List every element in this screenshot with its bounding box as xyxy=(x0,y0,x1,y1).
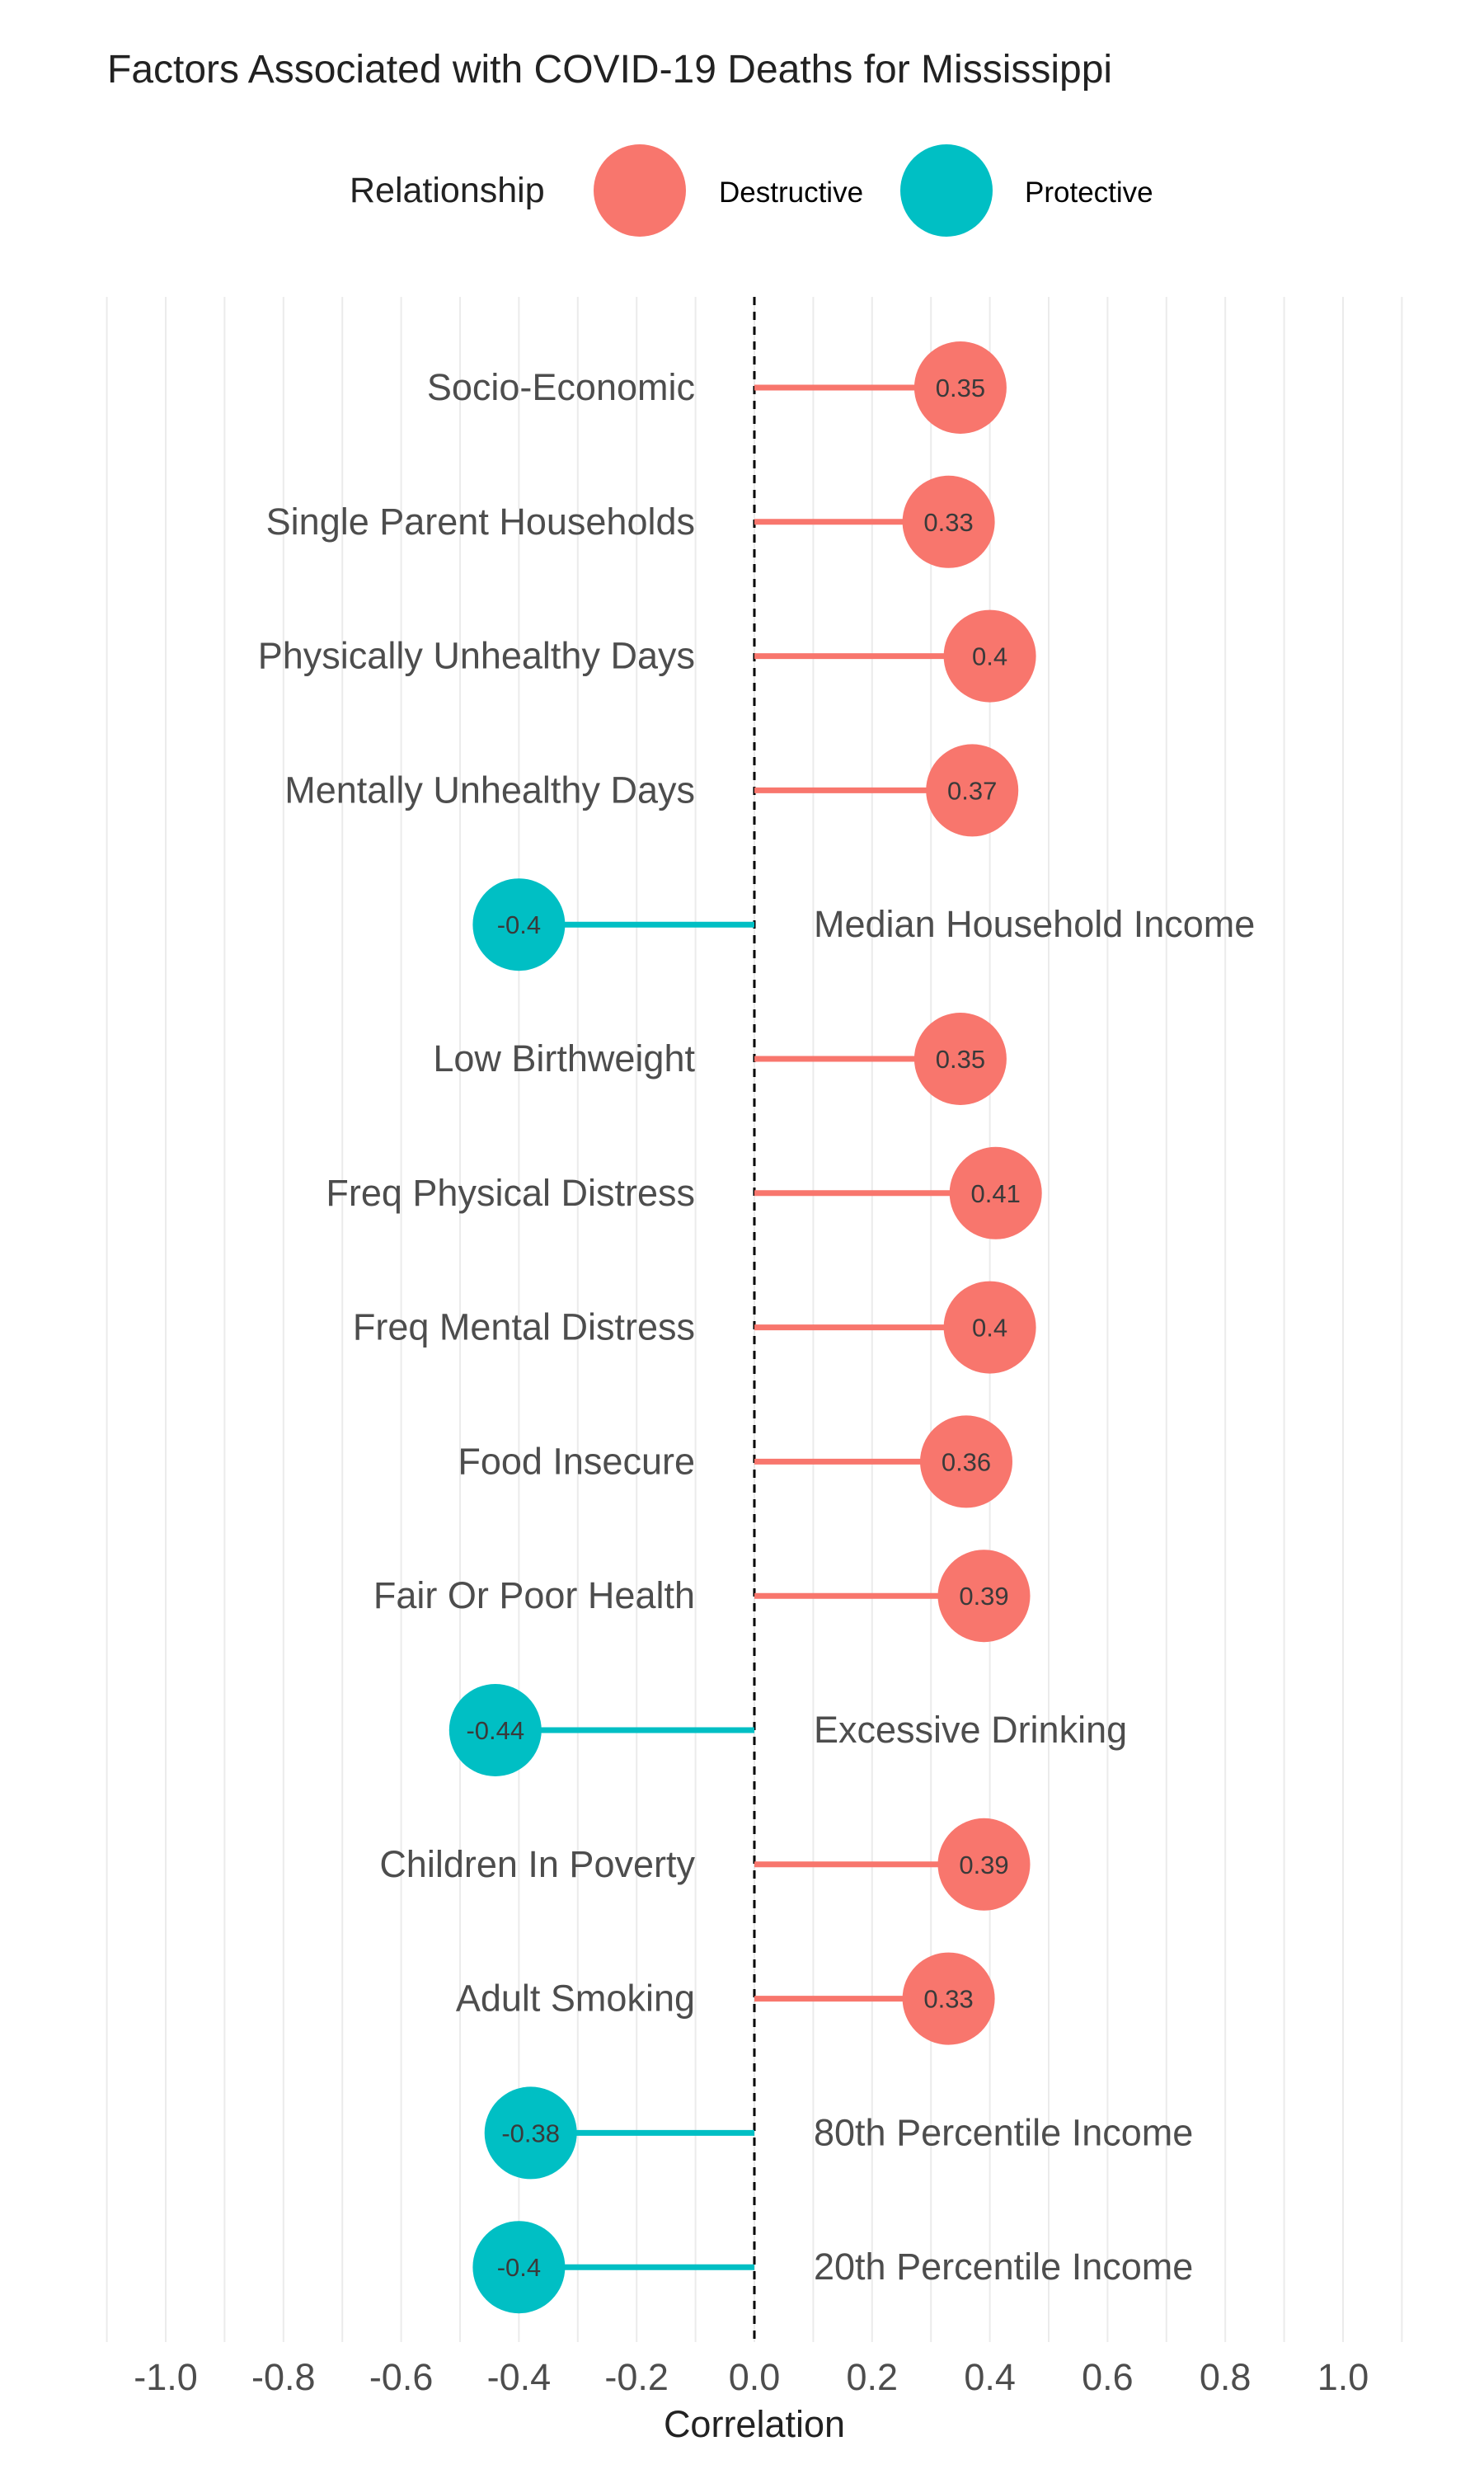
value-label: 0.39 xyxy=(959,1582,1008,1611)
lollipop-point xyxy=(913,1013,1007,1105)
legend-label-protective: Protective xyxy=(1025,176,1153,209)
value-label: -0.4 xyxy=(497,910,541,939)
x-tick-label: 0.8 xyxy=(1200,2356,1252,2398)
value-label: 0.33 xyxy=(923,508,973,537)
x-axis: -1.0 -0.8 -0.6 -0.4 -0.2 0.0 0.2 0.4 0.6 0.8 1.0 xyxy=(134,2356,1369,2398)
value-label: 0.33 xyxy=(923,1985,973,2014)
legend-entries: Destructive Protective xyxy=(594,144,1153,237)
value-label: 0.4 xyxy=(972,1314,1007,1343)
data-row: 0.35 Low Birthweight xyxy=(433,1013,1007,1105)
category-label: Median Household Income xyxy=(814,903,1255,945)
lollipop-point xyxy=(949,1146,1042,1239)
lollipop-point xyxy=(943,609,1036,703)
lollipop-point xyxy=(472,878,566,971)
category-label: Children In Poverty xyxy=(379,1843,695,1885)
data-row: 0.35 Socio-Economic xyxy=(427,341,1007,434)
x-tick-label: 0.4 xyxy=(964,2356,1016,2398)
value-label: 0.36 xyxy=(942,1447,991,1476)
lollipop-point xyxy=(913,341,1007,434)
lollipop-point xyxy=(926,744,1019,837)
category-label: Physically Unhealthy Days xyxy=(258,635,695,677)
data-row: -0.44 Excessive Drinking xyxy=(448,1684,1127,1776)
category-label: Adult Smoking xyxy=(456,1978,695,2020)
x-tick-label: 0.6 xyxy=(1082,2356,1134,2398)
category-label: Socio-Economic xyxy=(427,366,695,408)
category-label: Low Birthweight xyxy=(433,1037,695,1079)
category-label: 20th Percentile Income xyxy=(814,2246,1193,2288)
value-label: 0.35 xyxy=(936,1045,985,1074)
data-row: 0.4 Physically Unhealthy Days xyxy=(258,609,1036,703)
data-row: 0.39 Children In Poverty xyxy=(379,1818,1031,1911)
category-label: Mentally Unhealthy Days xyxy=(284,769,695,811)
value-label: 0.4 xyxy=(972,642,1007,671)
data-row: -0.38 80th Percentile Income xyxy=(484,2086,1193,2180)
x-tick-label: -0.2 xyxy=(604,2356,669,2398)
lollipop-point xyxy=(902,1952,995,2045)
category-label: Single Parent Households xyxy=(266,501,695,543)
data-row: 0.41 Freq Physical Distress xyxy=(326,1146,1042,1239)
x-tick-label: 0.2 xyxy=(847,2356,899,2398)
x-tick-label: -0.8 xyxy=(251,2356,316,2398)
x-axis-title: Correlation xyxy=(664,2403,845,2445)
data-row: 0.39 Fair Or Poor Health xyxy=(373,1550,1031,1643)
data-row: 0.33 Single Parent Households xyxy=(266,475,995,568)
value-label: 0.35 xyxy=(936,374,985,402)
data-marks: 0.35 Socio-Economic 0.33 Single Parent Hous… xyxy=(258,341,1255,2314)
x-tick-label: -1.0 xyxy=(134,2356,198,2398)
value-label: 0.39 xyxy=(959,1851,1008,1879)
lollipop-point xyxy=(920,1415,1012,1508)
value-label: -0.38 xyxy=(501,2119,560,2147)
data-row: 0.37 Mentally Unhealthy Days xyxy=(284,744,1019,837)
legend-title: Relationship xyxy=(350,171,545,210)
category-label: Excessive Drinking xyxy=(814,1709,1127,1751)
lollipop-point xyxy=(943,1281,1036,1374)
data-row: 0.33 Adult Smoking xyxy=(456,1952,995,2045)
lollipop-point xyxy=(472,2221,566,2314)
lollipop-point xyxy=(937,1818,1031,1911)
category-label: Freq Mental Distress xyxy=(353,1306,695,1348)
lollipop-point xyxy=(484,2086,577,2180)
value-label: 0.37 xyxy=(947,776,997,805)
legend-label-destructive: Destructive xyxy=(719,176,863,209)
data-row: -0.4 20th Percentile Income xyxy=(472,2221,1193,2314)
legend: Relationship Destructive Protective xyxy=(350,144,1153,237)
x-tick-label: 0.0 xyxy=(729,2356,781,2398)
category-label: Fair Or Poor Health xyxy=(373,1574,695,1616)
x-tick-label: 1.0 xyxy=(1317,2356,1369,2398)
x-tick-label: -0.4 xyxy=(487,2356,552,2398)
lollipop-point xyxy=(448,1684,542,1776)
data-row: 0.36 Food Insecure xyxy=(458,1415,1012,1508)
category-label: 80th Percentile Income xyxy=(814,2111,1193,2153)
legend-key-protective xyxy=(900,144,993,237)
lollipop-point xyxy=(902,475,995,568)
legend-key-destructive xyxy=(594,144,686,237)
chart-title: Factors Associated with COVID-19 Deaths … xyxy=(107,48,1112,92)
value-label: 0.41 xyxy=(971,1179,1021,1208)
category-label: Freq Physical Distress xyxy=(326,1172,695,1214)
x-tick-label: -0.6 xyxy=(369,2356,434,2398)
data-row: 0.4 Freq Mental Distress xyxy=(353,1281,1036,1374)
category-label: Food Insecure xyxy=(458,1440,695,1482)
value-label: -0.44 xyxy=(466,1716,524,1745)
value-label: -0.4 xyxy=(497,2253,541,2282)
lollipop-point xyxy=(937,1550,1031,1643)
data-row: -0.4 Median Household Income xyxy=(472,878,1255,971)
